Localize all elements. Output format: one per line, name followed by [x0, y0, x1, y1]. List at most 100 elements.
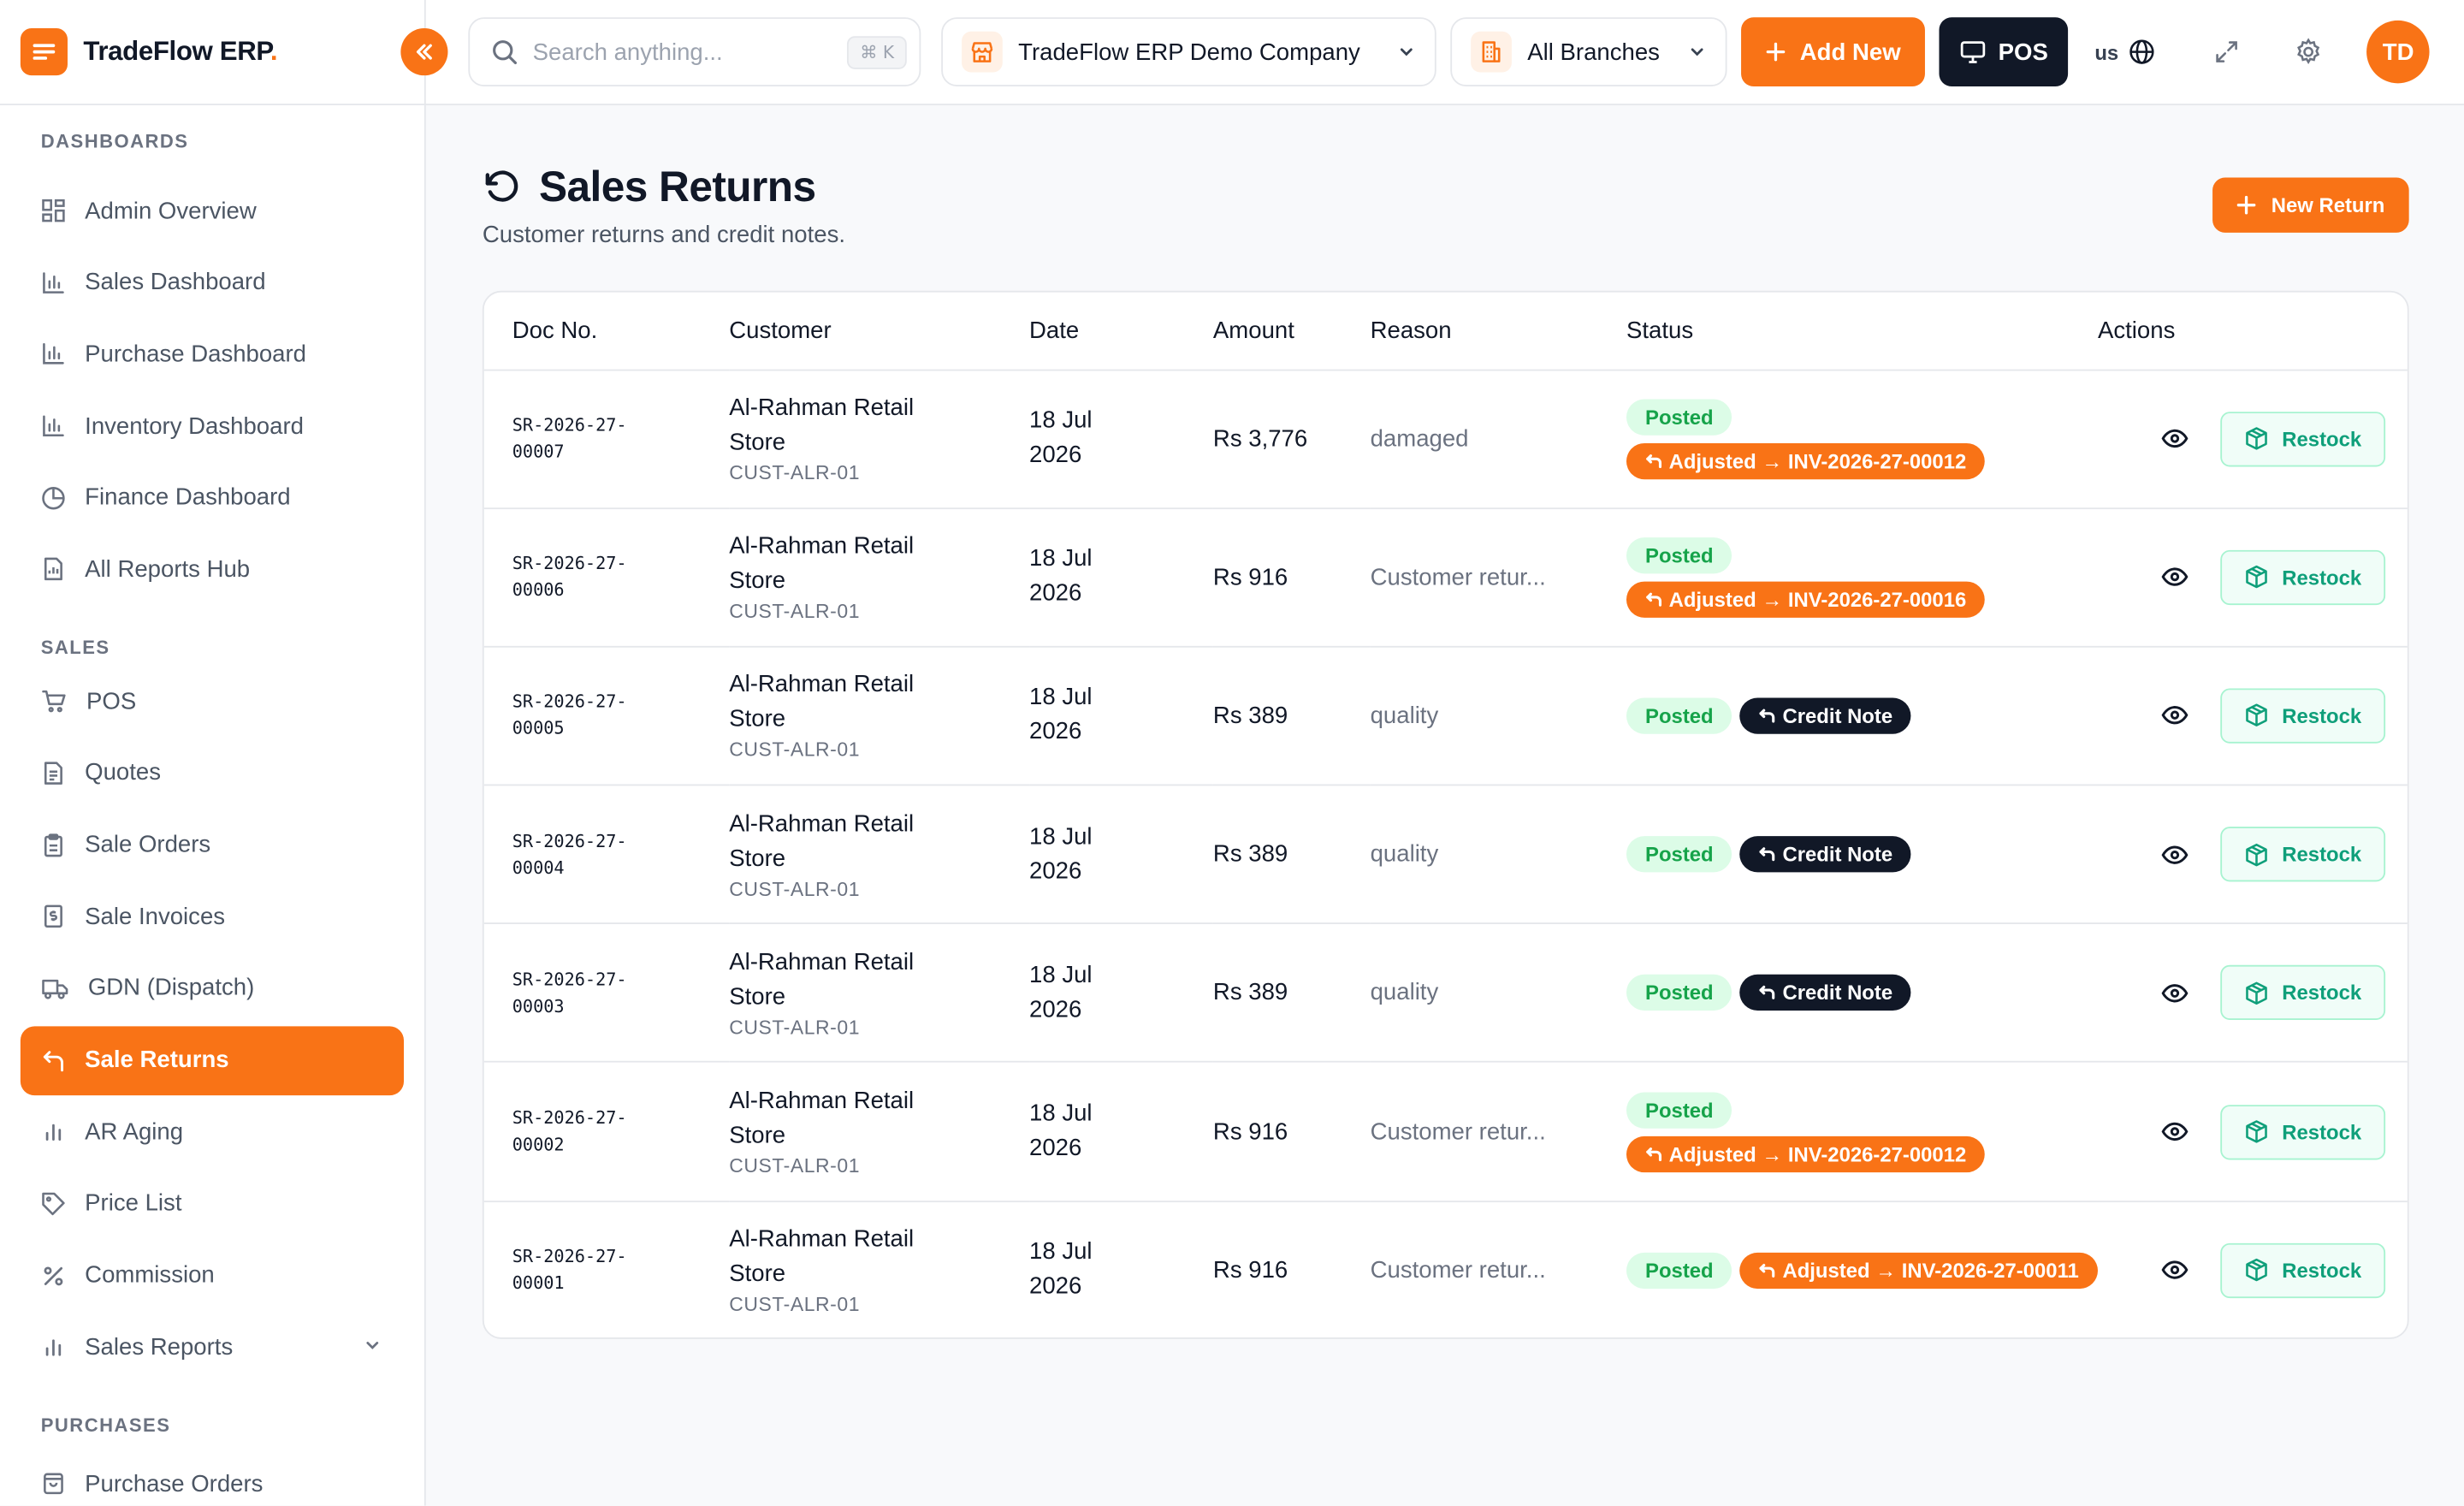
branch-selector[interactable]: All Branches [1450, 17, 1727, 87]
search-box[interactable]: ⌘ K [468, 17, 921, 87]
view-button[interactable] [2156, 1252, 2194, 1290]
page-subtitle: Customer returns and credit notes. [482, 221, 846, 249]
column-header-customer[interactable]: Customer [729, 292, 1030, 371]
sidebar-item-gdn-dispatch[interactable]: GDN (Dispatch) [21, 954, 404, 1023]
customer-name: Al-Rahman Retail Store [729, 949, 915, 1011]
sidebar-item-admin-overview[interactable]: Admin Overview [21, 176, 404, 246]
sidebar-item-label: Sales Reports [85, 1334, 234, 1361]
package-icon [2246, 427, 2268, 450]
view-button[interactable] [2156, 420, 2194, 458]
column-header-date[interactable]: Date [1029, 292, 1213, 371]
sidebar: DASHBOARDS Admin Overview Sales Dashboar… [0, 105, 426, 1506]
view-button[interactable] [2156, 559, 2194, 596]
restock-label: Restock [2282, 981, 2362, 1005]
sidebar-item-pos[interactable]: POS [21, 667, 404, 736]
sidebar-item-purchase-dashboard[interactable]: Purchase Dashboard [21, 320, 404, 389]
percent-icon [44, 1266, 63, 1285]
table-row[interactable]: SR-2026-27-00006 Al-Rahman Retail Store … [483, 508, 2408, 647]
sidebar-item-label: Price List [85, 1190, 182, 1218]
return-date: 18 Jul 2026 [1029, 684, 1093, 746]
doc-number[interactable]: SR-2026-27-00003 [512, 969, 627, 1017]
column-header-status[interactable]: Status [1626, 292, 2098, 371]
sidebar-item-sales-dashboard[interactable]: Sales Dashboard [21, 248, 404, 317]
sidebar-item-price-list[interactable]: Price List [21, 1169, 404, 1238]
settlement-badge: Adjusted → INV-2026-27-00012 [1626, 1135, 1986, 1172]
invoice-icon [44, 904, 62, 928]
table-row[interactable]: SR-2026-27-00007 Al-Rahman Retail Store … [483, 370, 2408, 508]
language-selector[interactable]: us [2094, 38, 2156, 66]
eye-icon [2161, 429, 2189, 448]
pos-button[interactable]: POS [1939, 17, 2069, 87]
table-row[interactable]: SR-2026-27-00005 Al-Rahman Retail Store … [483, 647, 2408, 786]
plus-icon [2237, 195, 2257, 215]
restock-label: Restock [2282, 842, 2362, 867]
view-button[interactable] [2156, 1112, 2194, 1150]
sidebar-item-ar-aging[interactable]: AR Aging [21, 1097, 404, 1166]
collapse-sidebar-button[interactable] [400, 27, 448, 75]
truck-icon [42, 979, 68, 999]
fullscreen-button[interactable] [2208, 33, 2246, 71]
sidebar-item-purchase-orders[interactable]: Purchase Orders [21, 1449, 404, 1505]
sidebar-item-sales-reports[interactable]: Sales Reports [21, 1313, 404, 1382]
restock-button[interactable]: Restock [2220, 688, 2386, 744]
search-input[interactable] [532, 38, 848, 66]
settlement-badge: Credit Note [1739, 975, 1912, 1011]
column-header-reason[interactable]: Reason [1370, 292, 1626, 371]
doc-number[interactable]: SR-2026-27-00004 [512, 830, 627, 879]
column-header-doc-no[interactable]: Doc No. [483, 292, 730, 371]
return-arrow-icon [1760, 709, 1775, 723]
doc-number[interactable]: SR-2026-27-00001 [512, 1247, 627, 1295]
sidebar-item-all-reports-hub[interactable]: All Reports Hub [21, 535, 404, 604]
sidebar-item-finance-dashboard[interactable]: Finance Dashboard [21, 463, 404, 532]
new-return-button[interactable]: New Return [2212, 177, 2409, 233]
bar-chart-icon [43, 271, 64, 293]
restock-label: Restock [2282, 703, 2362, 728]
return-arrow-icon [1760, 986, 1775, 1000]
restock-button[interactable]: Restock [2220, 827, 2386, 882]
return-amount: Rs 3,776 [1212, 424, 1308, 453]
doc-number[interactable]: SR-2026-27-00006 [512, 554, 627, 602]
restock-button[interactable]: Restock [2220, 1104, 2386, 1159]
restock-button[interactable]: Restock [2220, 965, 2386, 1021]
table-row[interactable]: SR-2026-27-00004 Al-Rahman Retail Store … [483, 786, 2408, 924]
sidebar-item-sale-returns[interactable]: Sale Returns [20, 1025, 405, 1095]
status-cell: Posted Adjusted → INV-2026-27-00016 [1626, 537, 2098, 618]
table-row[interactable]: SR-2026-27-00001 Al-Rahman Retail Store … [484, 1201, 2408, 1337]
table-row[interactable]: SR-2026-27-00002 Al-Rahman Retail Store … [483, 1062, 2408, 1201]
eye-icon [2161, 567, 2189, 587]
doc-number[interactable]: SR-2026-27-00007 [512, 415, 627, 463]
restock-button[interactable]: Restock [2220, 549, 2386, 605]
doc-number[interactable]: SR-2026-27-00002 [512, 1107, 627, 1156]
view-button[interactable] [2156, 697, 2194, 735]
doc-number[interactable]: SR-2026-27-00005 [512, 692, 627, 740]
table-row[interactable]: SR-2026-27-00003 Al-Rahman Retail Store … [483, 924, 2408, 1063]
bar-chart-icon [45, 1124, 62, 1141]
return-date: 18 Jul 2026 [1029, 1100, 1093, 1162]
settings-button[interactable] [2289, 33, 2327, 71]
bar-chart-icon [43, 415, 64, 437]
add-new-button[interactable]: Add New [1741, 17, 1925, 87]
sidebar-item-commission[interactable]: Commission [21, 1241, 404, 1310]
column-header-amount[interactable]: Amount [1212, 292, 1371, 371]
restock-button[interactable]: Restock [2220, 1242, 2386, 1299]
sidebar-item-label: Quotes [85, 759, 162, 786]
sidebar-item-sale-orders[interactable]: Sale Orders [21, 810, 404, 880]
sidebar-item-quotes[interactable]: Quotes [21, 738, 404, 808]
sidebar-item-inventory-dashboard[interactable]: Inventory Dashboard [21, 391, 404, 460]
status-badge: Posted [1626, 1252, 1732, 1290]
view-button[interactable] [2156, 835, 2194, 873]
customer-name: Al-Rahman Retail Store [729, 533, 915, 595]
company-selector[interactable]: TradeFlow ERP Demo Company [941, 17, 1436, 87]
return-reason: Customer retur... [1370, 1257, 1546, 1284]
avatar[interactable]: TD [2366, 20, 2430, 84]
restock-button[interactable]: Restock [2220, 411, 2386, 466]
customer-code: CUST-ALR-01 [729, 878, 861, 900]
row-actions: Restock [2098, 1104, 2408, 1159]
sidebar-item-label: Sale Invoices [85, 903, 226, 930]
monitor-icon [1960, 41, 1985, 63]
view-button[interactable] [2156, 974, 2194, 1011]
return-amount: Rs 916 [1212, 563, 1288, 591]
status-cell: Posted Adjusted → INV-2026-27-00012 [1626, 1091, 2098, 1172]
sidebar-item-sale-invoices[interactable]: Sale Invoices [21, 882, 404, 952]
return-amount: Rs 916 [1212, 1118, 1288, 1146]
